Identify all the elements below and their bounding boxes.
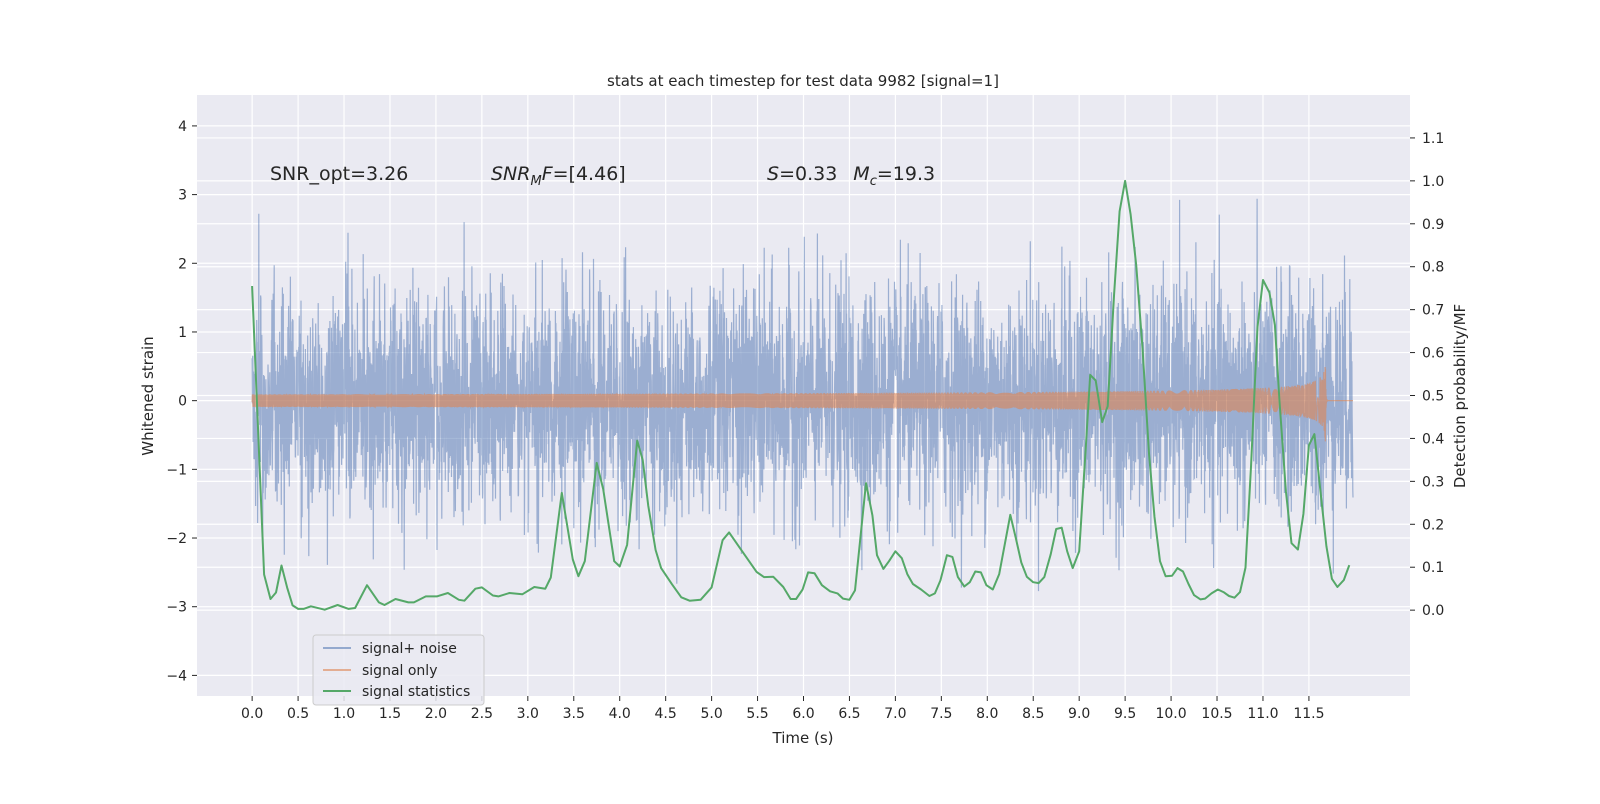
- mc-value: =19.3: [877, 163, 935, 185]
- y-tick-label: 1: [178, 325, 187, 341]
- annotation-snr-opt: SNR_opt=3.26: [270, 163, 408, 185]
- x-tick-label: 6.0: [792, 706, 814, 722]
- x-tick-label: 2.0: [425, 706, 447, 722]
- x-tick-label: 5.0: [700, 706, 722, 722]
- x-tick-label: 9.0: [1068, 706, 1090, 722]
- x-tick-label: 1.0: [333, 706, 355, 722]
- x-tick-label: 8.5: [1022, 706, 1044, 722]
- y-tick-label: 2: [178, 256, 187, 272]
- y-tick-label: 3: [178, 188, 187, 204]
- mc-subscript: c: [870, 174, 877, 189]
- right-y-axis-ticks: 0.0 0.1 0.2 0.3 0.4 0.5 0.6 0.7 0.8 0.9 1.0 1.1: [1410, 131, 1444, 619]
- legend-label-signal-noise: signal+ noise: [362, 641, 457, 657]
- mc-symbol: M: [853, 163, 869, 185]
- x-tick-label: 11.0: [1247, 706, 1278, 722]
- y-tick-label: 0: [178, 394, 187, 410]
- chart-title: stats at each timestep for test data 998…: [607, 72, 999, 90]
- s-symbol: S: [767, 163, 779, 185]
- right-y-tick-label: 0.5: [1422, 389, 1444, 405]
- x-tick-label: 3.0: [517, 706, 539, 722]
- y-tick-label: −3: [166, 600, 187, 616]
- x-tick-label: 10.5: [1201, 706, 1232, 722]
- right-y-tick-label: 0.8: [1422, 260, 1444, 276]
- x-tick-label: 0.5: [287, 706, 309, 722]
- x-axis-label: Time (s): [772, 729, 834, 747]
- x-tick-label: 0.0: [241, 706, 263, 722]
- x-tick-label: 4.5: [655, 706, 677, 722]
- x-tick-label: 1.5: [379, 706, 401, 722]
- x-tick-label: 5.5: [746, 706, 768, 722]
- x-tick-label: 3.5: [563, 706, 585, 722]
- right-y-axis-label: Detection probability/MF: [1451, 304, 1469, 488]
- y-tick-label: 4: [178, 119, 187, 135]
- y-axis-ticks: −4 −3 −2 −1 0 1 2 3 4: [166, 119, 197, 684]
- right-y-tick-label: 0.4: [1422, 431, 1444, 447]
- x-tick-label: 7.0: [884, 706, 906, 722]
- x-tick-label: 9.5: [1114, 706, 1136, 722]
- snr-mf-symbol: SNR: [491, 163, 530, 185]
- right-y-tick-label: 0.3: [1422, 474, 1444, 490]
- x-tick-label: 2.5: [471, 706, 493, 722]
- y-tick-label: −2: [166, 531, 187, 547]
- right-y-tick-label: 0.2: [1422, 517, 1444, 533]
- x-tick-label: 6.5: [838, 706, 860, 722]
- right-y-tick-label: 0.0: [1422, 603, 1444, 619]
- y-tick-label: −4: [166, 668, 187, 684]
- snr-mf-value: =[4.46]: [553, 163, 626, 185]
- right-y-tick-label: 0.9: [1422, 217, 1444, 233]
- x-tick-label: 11.5: [1293, 706, 1324, 722]
- right-y-tick-label: 1.1: [1422, 131, 1444, 147]
- right-y-tick-label: 0.7: [1422, 303, 1444, 319]
- snr-mf-subscript: M: [530, 174, 541, 189]
- legend-label-statistics: signal statistics: [362, 684, 470, 700]
- right-y-tick-label: 0.6: [1422, 346, 1444, 362]
- y-tick-label: −1: [166, 462, 187, 478]
- x-tick-label: 8.0: [976, 706, 998, 722]
- y-axis-label: Whitened strain: [139, 336, 157, 455]
- legend: signal+ noise signal only signal statist…: [313, 635, 484, 705]
- x-tick-label: 4.0: [609, 706, 631, 722]
- s-value: =0.33: [779, 163, 837, 185]
- right-y-tick-label: 0.1: [1422, 560, 1444, 576]
- legend-label-signal-only: signal only: [362, 663, 437, 679]
- x-tick-label: 7.5: [930, 706, 952, 722]
- right-y-tick-label: 1.0: [1422, 174, 1444, 190]
- x-tick-label: 10.0: [1155, 706, 1186, 722]
